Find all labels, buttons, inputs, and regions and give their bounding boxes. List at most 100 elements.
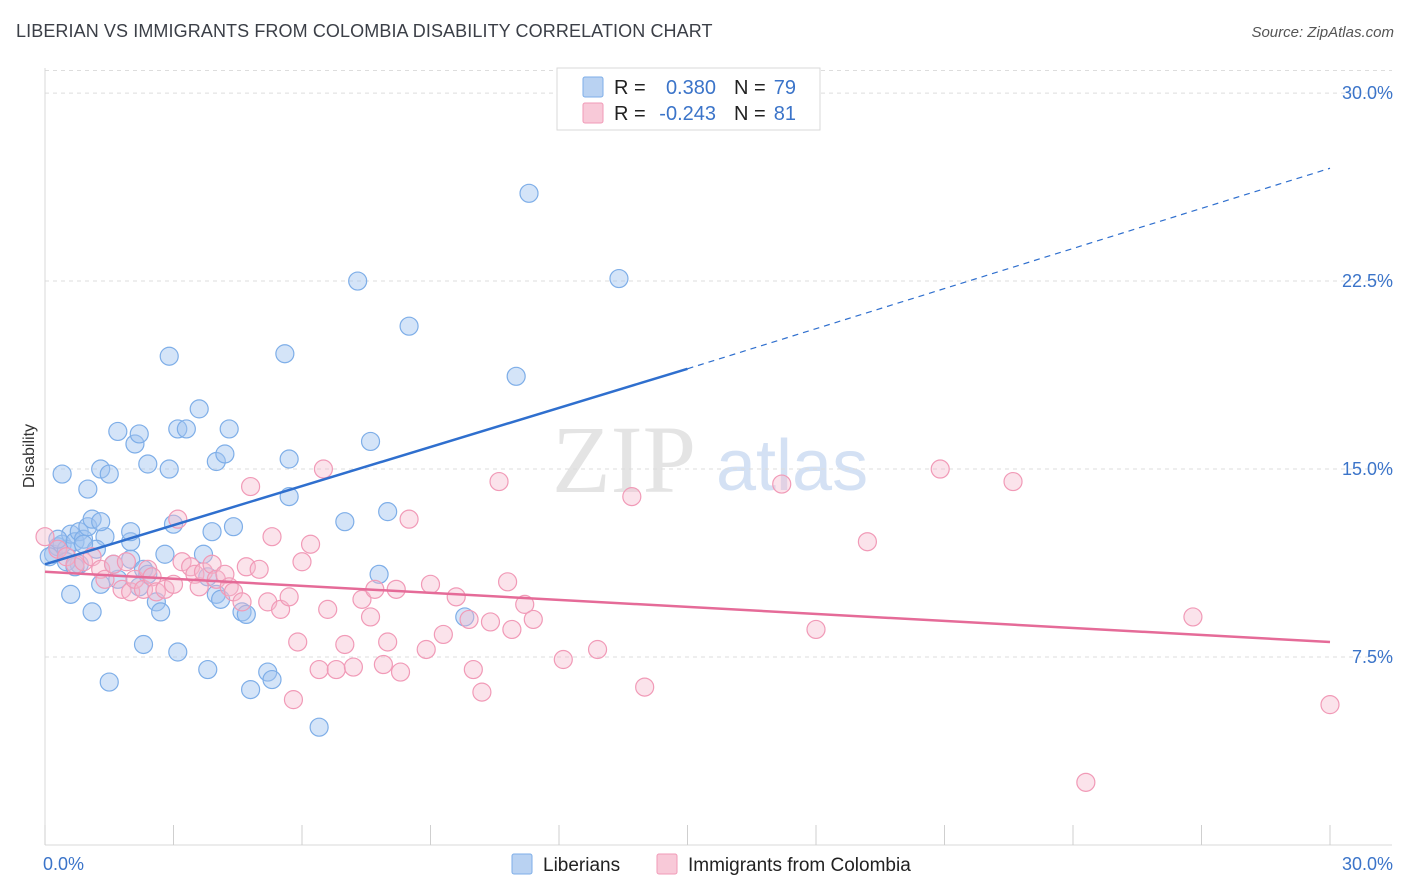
point-colombia xyxy=(433,624,453,645)
series-legend-label-colombia: Immigrants from Colombia xyxy=(688,855,911,876)
point-colombia xyxy=(249,559,269,579)
point-liberians xyxy=(215,444,235,464)
y-tick-label: 15.0% xyxy=(1342,459,1393,479)
point-colombia xyxy=(587,639,608,660)
legend-r-label-1: R = xyxy=(614,77,646,99)
point-colombia xyxy=(116,552,136,572)
point-colombia xyxy=(553,649,573,670)
point-colombia xyxy=(463,659,483,680)
y-axis-label: Disability xyxy=(21,424,38,488)
point-liberians xyxy=(279,449,299,469)
point-liberians xyxy=(99,672,119,692)
point-liberians xyxy=(378,502,398,522)
point-liberians xyxy=(202,522,222,542)
point-liberians xyxy=(78,479,98,499)
point-liberians xyxy=(219,419,239,439)
point-liberians xyxy=(108,421,128,442)
point-colombia xyxy=(215,564,235,584)
point-colombia xyxy=(313,459,334,479)
legend-swatch-liberians xyxy=(582,76,604,98)
point-colombia xyxy=(480,612,501,632)
point-colombia xyxy=(1320,695,1340,715)
series-legend: Liberians Immigrants from Colombia xyxy=(511,853,911,876)
series-legend-label-liberians: Liberians xyxy=(543,855,620,876)
point-colombia xyxy=(343,657,363,677)
point-colombia xyxy=(189,577,209,597)
point-liberians xyxy=(262,669,282,690)
legend-r-label-2: R = xyxy=(614,103,646,125)
point-colombia xyxy=(352,589,372,609)
point-liberians xyxy=(236,604,256,625)
point-liberians xyxy=(168,642,188,662)
point-liberians xyxy=(151,602,171,622)
point-colombia xyxy=(446,587,466,607)
trend-line-liberians-extension xyxy=(687,167,1331,370)
point-colombia xyxy=(489,471,509,492)
correlation-legend: R = 0.380 N = 79 R = -0.243 N = 81 xyxy=(556,67,821,131)
point-colombia xyxy=(241,476,261,497)
point-colombia xyxy=(283,690,304,710)
point-liberians xyxy=(125,434,145,454)
point-colombia xyxy=(292,552,312,572)
point-liberians xyxy=(91,512,111,532)
x-tick-marks xyxy=(44,825,1331,845)
point-colombia xyxy=(635,677,655,697)
point-liberians xyxy=(519,183,539,203)
legend-n-label-1: N = xyxy=(734,77,766,99)
point-colombia xyxy=(772,474,792,494)
chart-title: LIBERIAN VS IMMIGRANTS FROM COLOMBIA DIS… xyxy=(16,21,713,41)
point-liberians xyxy=(159,346,179,366)
point-colombia xyxy=(459,609,479,630)
point-liberians xyxy=(223,517,244,537)
point-colombia xyxy=(1183,607,1203,627)
point-colombia xyxy=(420,574,441,594)
point-colombia xyxy=(523,609,543,630)
series-legend-swatch-liberians xyxy=(511,853,533,875)
y-tick-label: 30.0% xyxy=(1342,83,1393,103)
trend-lines xyxy=(44,167,1331,644)
point-colombia xyxy=(202,554,222,574)
point-liberians xyxy=(609,268,629,289)
point-colombia xyxy=(309,659,329,680)
legend-n-label-2: N = xyxy=(734,103,766,125)
point-liberians xyxy=(399,316,419,336)
point-colombia xyxy=(498,572,518,592)
point-colombia xyxy=(262,527,282,547)
point-liberians xyxy=(348,271,368,291)
point-colombia xyxy=(279,587,299,607)
point-liberians xyxy=(335,512,355,532)
point-liberians xyxy=(129,424,149,444)
point-colombia xyxy=(232,592,252,612)
point-colombia xyxy=(515,594,535,614)
trend-line-colombia xyxy=(44,570,1331,644)
point-liberians xyxy=(82,602,102,622)
legend-n-value-1: 79 xyxy=(774,77,796,99)
point-colombia xyxy=(472,682,492,702)
point-colombia xyxy=(386,579,406,599)
source-credit: Source: ZipAtlas.com xyxy=(1251,24,1394,41)
watermark-zip: ZIP xyxy=(552,406,696,513)
point-liberians xyxy=(275,344,295,364)
point-liberians xyxy=(369,564,389,584)
point-liberians xyxy=(99,464,119,484)
point-colombia xyxy=(930,459,950,479)
point-liberians xyxy=(360,431,381,452)
watermark-atlas: atlas xyxy=(716,426,868,506)
point-colombia xyxy=(857,532,878,552)
x-tick-label-max: 30.0% xyxy=(1342,854,1393,874)
point-colombia xyxy=(335,634,355,655)
y-tick-label: 22.5% xyxy=(1342,271,1393,291)
point-liberians xyxy=(73,529,94,549)
point-colombia xyxy=(35,527,55,547)
legend-r-value-2: -0.243 xyxy=(659,103,716,125)
point-colombia xyxy=(318,599,338,619)
point-colombia xyxy=(502,619,522,640)
point-colombia xyxy=(360,607,381,627)
point-liberians xyxy=(309,717,329,737)
point-liberians xyxy=(133,634,154,655)
point-colombia xyxy=(399,509,419,529)
point-colombia xyxy=(300,534,321,554)
point-liberians xyxy=(176,419,196,439)
point-liberians xyxy=(241,679,261,700)
